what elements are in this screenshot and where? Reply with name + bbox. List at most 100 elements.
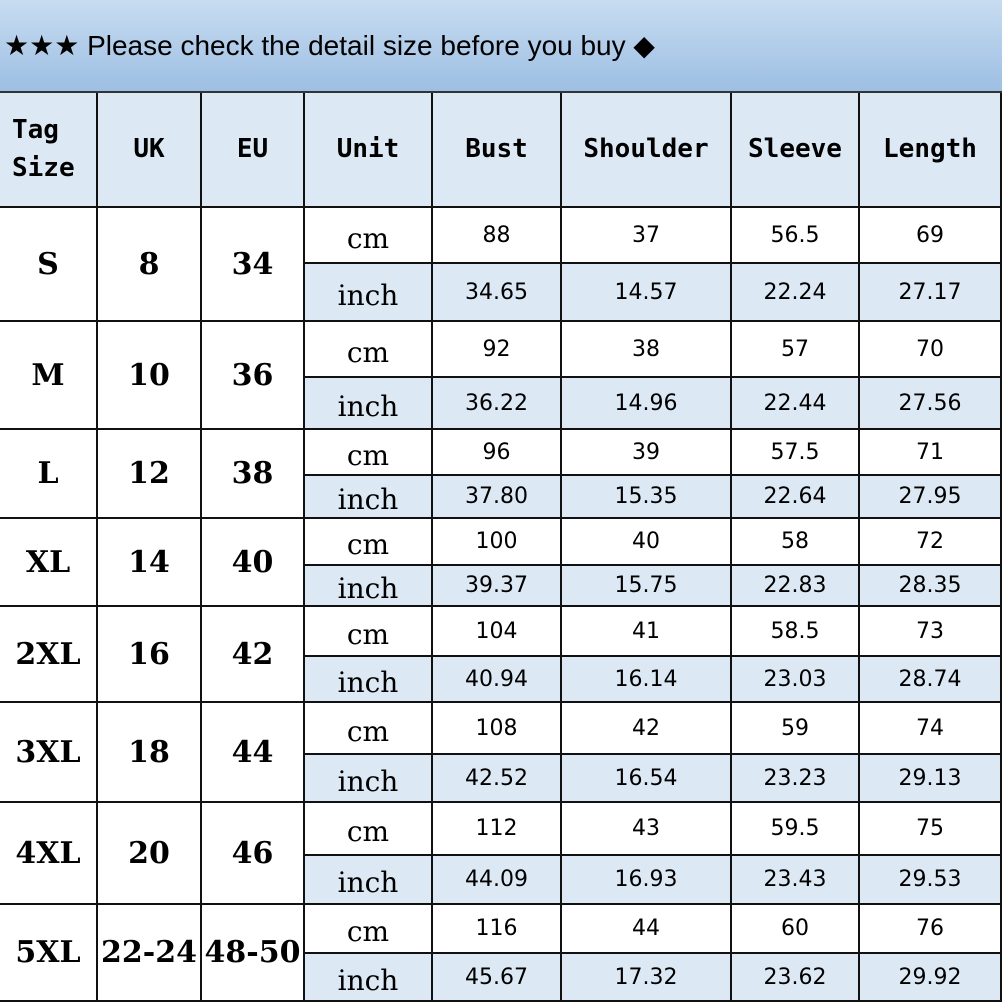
measure-cell: 42 [562, 703, 732, 755]
measure-cell: 100 [433, 519, 562, 566]
unit-cell: cm [305, 905, 433, 954]
measure-cell: 22.24 [732, 264, 860, 322]
unit-cell: cm [305, 519, 433, 566]
measure-cell: 69 [860, 208, 1002, 264]
header-cell: Tag Size [0, 93, 98, 208]
measure-cell: 39 [562, 430, 732, 476]
measure-cell: 56.5 [732, 208, 860, 264]
measure-cell: 70 [860, 322, 1002, 378]
header-cell: UK [98, 93, 202, 208]
measure-cell: 40 [562, 519, 732, 566]
measure-cell: 29.53 [860, 856, 1002, 905]
measure-cell: 73 [860, 607, 1002, 657]
measure-cell: 71 [860, 430, 1002, 476]
eu-cell: 48-50 [202, 905, 305, 1002]
measure-cell: 72 [860, 519, 1002, 566]
measure-cell: 96 [433, 430, 562, 476]
unit-cell: inch [305, 476, 433, 519]
measure-cell: 38 [562, 322, 732, 378]
measure-cell: 27.17 [860, 264, 1002, 322]
header-cell: EU [202, 93, 305, 208]
header-cell: Bust [433, 93, 562, 208]
header-cell: Sleeve [732, 93, 860, 208]
eu-cell: 38 [202, 430, 305, 519]
measure-cell: 27.95 [860, 476, 1002, 519]
measure-cell: 37.80 [433, 476, 562, 519]
measure-cell: 27.56 [860, 378, 1002, 430]
header-cell: Length [860, 93, 1002, 208]
measure-cell: 57.5 [732, 430, 860, 476]
unit-cell: inch [305, 954, 433, 1002]
unit-cell: cm [305, 322, 433, 378]
measure-cell: 116 [433, 905, 562, 954]
measure-cell: 39.37 [433, 566, 562, 607]
uk-cell: 16 [98, 607, 202, 703]
eu-cell: 42 [202, 607, 305, 703]
measure-cell: 44.09 [433, 856, 562, 905]
measure-cell: 34.65 [433, 264, 562, 322]
eu-cell: 46 [202, 803, 305, 905]
banner: ★★★ Please check the detail size before … [0, 0, 1002, 93]
measure-cell: 29.92 [860, 954, 1002, 1002]
size-cell: 3XL [0, 703, 98, 803]
measure-cell: 112 [433, 803, 562, 856]
uk-cell: 18 [98, 703, 202, 803]
eu-cell: 36 [202, 322, 305, 430]
size-cell: 4XL [0, 803, 98, 905]
measure-cell: 23.23 [732, 755, 860, 803]
measure-cell: 41 [562, 607, 732, 657]
size-cell: 5XL [0, 905, 98, 1002]
measure-cell: 14.96 [562, 378, 732, 430]
size-cell: L [0, 430, 98, 519]
unit-cell: inch [305, 264, 433, 322]
eu-cell: 40 [202, 519, 305, 607]
uk-cell: 22-24 [98, 905, 202, 1002]
uk-cell: 8 [98, 208, 202, 322]
measure-cell: 16.93 [562, 856, 732, 905]
header-cell: Shoulder [562, 93, 732, 208]
unit-cell: inch [305, 378, 433, 430]
size-cell: 2XL [0, 607, 98, 703]
unit-cell: inch [305, 755, 433, 803]
measure-cell: 16.54 [562, 755, 732, 803]
unit-cell: cm [305, 703, 433, 755]
uk-cell: 10 [98, 322, 202, 430]
uk-cell: 12 [98, 430, 202, 519]
measure-cell: 42.52 [433, 755, 562, 803]
unit-cell: cm [305, 607, 433, 657]
eu-cell: 34 [202, 208, 305, 322]
measure-cell: 60 [732, 905, 860, 954]
uk-cell: 14 [98, 519, 202, 607]
measure-cell: 29.13 [860, 755, 1002, 803]
measure-cell: 74 [860, 703, 1002, 755]
size-cell: XL [0, 519, 98, 607]
size-cell: S [0, 208, 98, 322]
measure-cell: 108 [433, 703, 562, 755]
uk-cell: 20 [98, 803, 202, 905]
measure-cell: 22.64 [732, 476, 860, 519]
unit-cell: cm [305, 430, 433, 476]
measure-cell: 36.22 [433, 378, 562, 430]
measure-cell: 59 [732, 703, 860, 755]
unit-cell: cm [305, 208, 433, 264]
measure-cell: 75 [860, 803, 1002, 856]
measure-cell: 23.03 [732, 657, 860, 703]
measure-cell: 45.67 [433, 954, 562, 1002]
measure-cell: 92 [433, 322, 562, 378]
measure-cell: 14.57 [562, 264, 732, 322]
measure-cell: 16.14 [562, 657, 732, 703]
measure-cell: 58 [732, 519, 860, 566]
measure-cell: 57 [732, 322, 860, 378]
unit-cell: cm [305, 803, 433, 856]
size-cell: M [0, 322, 98, 430]
measure-cell: 58.5 [732, 607, 860, 657]
measure-cell: 28.35 [860, 566, 1002, 607]
header-cell: Unit [305, 93, 433, 208]
measure-cell: 15.75 [562, 566, 732, 607]
measure-cell: 76 [860, 905, 1002, 954]
measure-cell: 28.74 [860, 657, 1002, 703]
measure-cell: 88 [433, 208, 562, 264]
unit-cell: inch [305, 657, 433, 703]
measure-cell: 40.94 [433, 657, 562, 703]
